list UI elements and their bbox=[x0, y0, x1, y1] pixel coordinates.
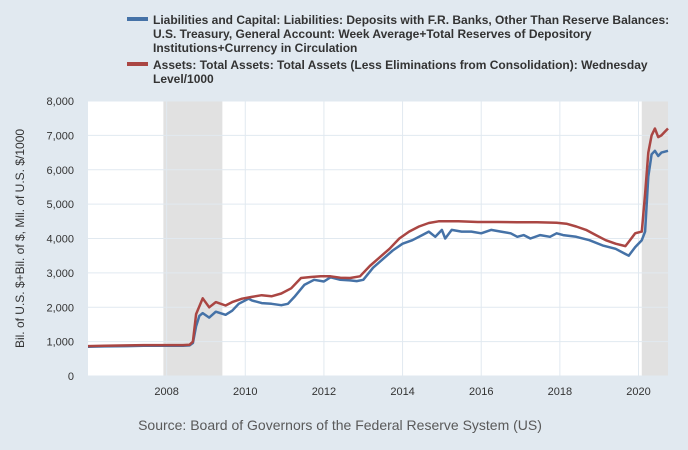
x-tick-label-4: 2016 bbox=[469, 386, 493, 398]
source-note: Source: Board of Governors of the Federa… bbox=[138, 417, 542, 433]
y-axis-title: Bil. of U.S. $+Bil. of $, Mil. of U.S. $… bbox=[13, 129, 27, 348]
x-tick-label-3: 2014 bbox=[390, 386, 414, 398]
y-tick-label-8: 8,000 bbox=[46, 96, 74, 108]
y-axis: 0 1,000 2,000 3,000 4,000 5,000 6,000 7,000 8,00… bbox=[46, 96, 74, 383]
y-tick-label-7: 7,000 bbox=[46, 130, 74, 142]
y-tick-label-1: 1,000 bbox=[46, 337, 74, 349]
gridlines bbox=[88, 100, 668, 377]
y-tick-label-3: 3,000 bbox=[46, 268, 74, 280]
x-axis: 2008 2010 2012 2014 2016 2018 2020 bbox=[154, 386, 650, 398]
legend-label-series-2: Assets: Total Assets: Total Assets (Less… bbox=[153, 58, 651, 86]
x-tick-label-0: 2008 bbox=[154, 386, 178, 398]
y-tick-label-6: 6,000 bbox=[46, 165, 74, 177]
y-tick-label-0: 0 bbox=[68, 371, 74, 383]
legend-label-series-1-line-1: Liabilities and Capital: Liabilities: De… bbox=[153, 13, 672, 55]
legend: Liabilities and Capital: Liabilities: De… bbox=[127, 13, 672, 86]
y-tick-label-5: 5,000 bbox=[46, 199, 74, 211]
y-tick-label-4: 4,000 bbox=[46, 234, 74, 246]
x-tick-label-1: 2010 bbox=[233, 386, 257, 398]
x-tick-label-2: 2012 bbox=[312, 386, 336, 398]
series-line-2 bbox=[87, 127, 669, 348]
series-line-1 bbox=[87, 149, 669, 349]
x-tick-label-6: 2020 bbox=[626, 386, 650, 398]
series-lines bbox=[87, 127, 669, 349]
x-tick-label-5: 2018 bbox=[548, 386, 572, 398]
y-tick-label-2: 2,000 bbox=[46, 302, 74, 314]
